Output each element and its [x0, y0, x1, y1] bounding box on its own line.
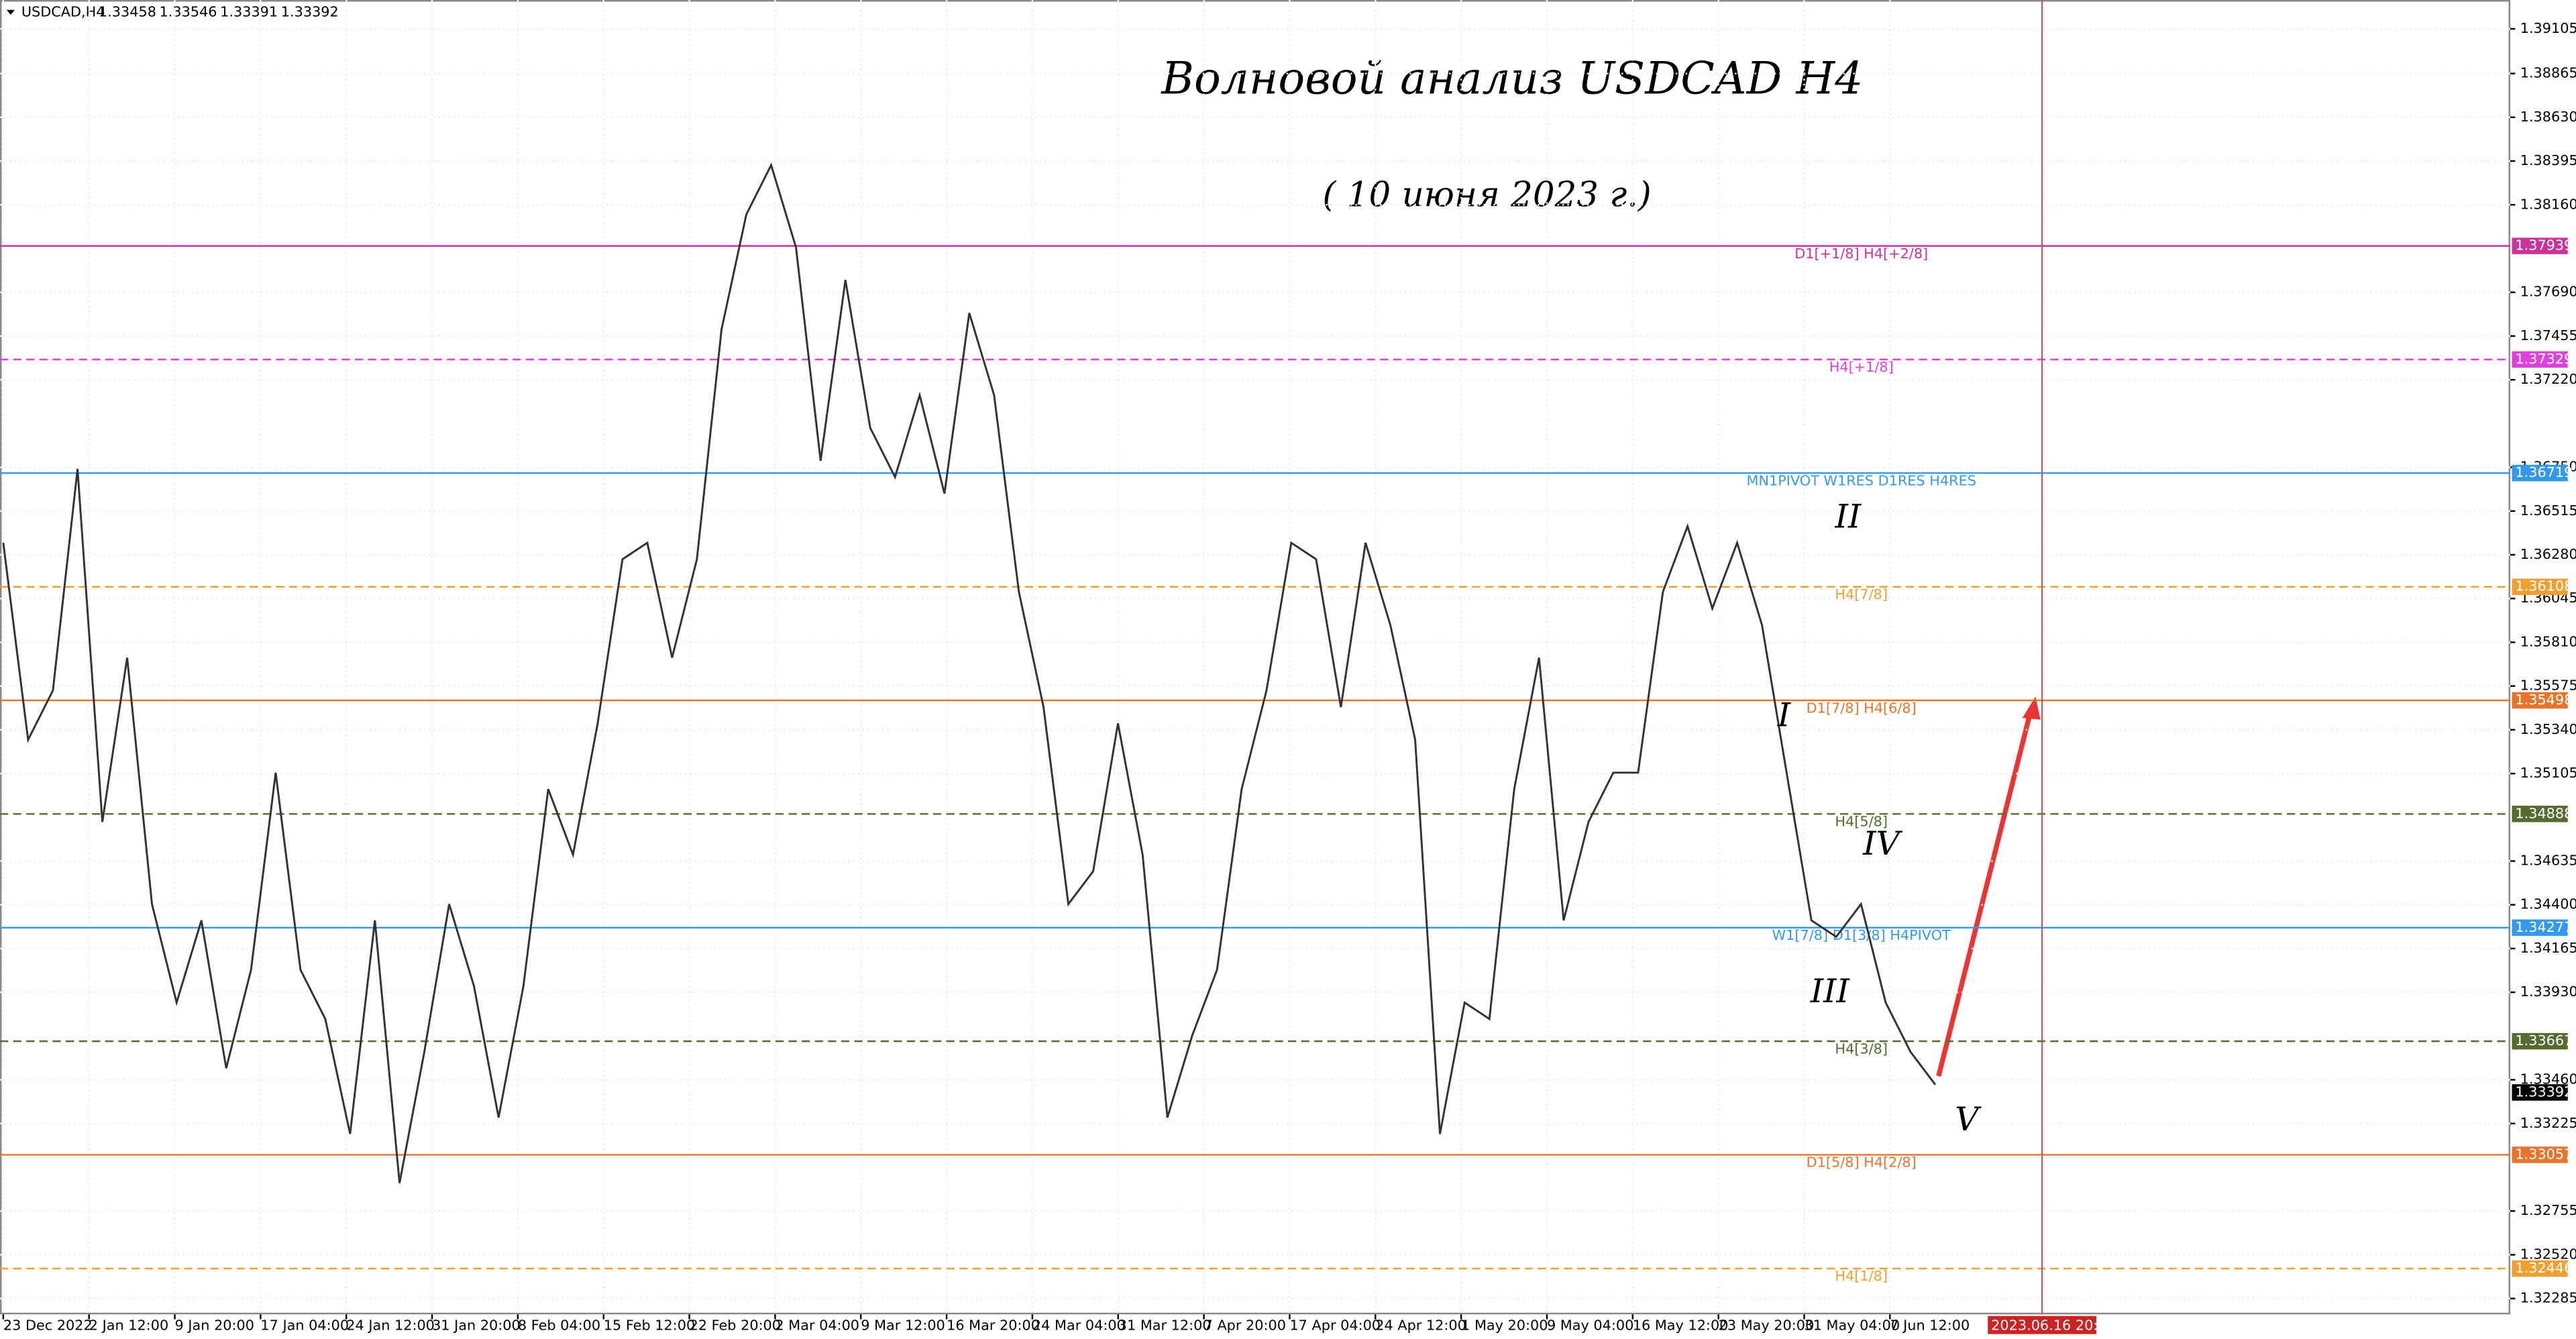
y-tick-label: 1.37455	[2520, 327, 2576, 343]
x-tick-label: 23 May 20:00	[1719, 1317, 1815, 1333]
price-tag	[2512, 806, 2568, 822]
x-tick-label: 24 Jan 12:00	[346, 1317, 435, 1333]
y-tick-label: 1.34165	[2520, 940, 2576, 956]
x-tick-label: 9 May 04:00	[1547, 1317, 1633, 1333]
y-tick-label: 1.32285	[2520, 1290, 2576, 1306]
level-label: H4[+1/8]	[1829, 359, 1894, 375]
x-tick-label: 15 Feb 12:00	[604, 1317, 695, 1333]
x-tick-label: 23 Dec 2022	[3, 1317, 93, 1333]
price-tag	[2512, 1032, 2568, 1050]
y-tick-label: 1.37690	[2520, 284, 2576, 300]
price-tag	[2512, 351, 2568, 368]
x-tick-label: 31 May 04:00	[1804, 1317, 1900, 1333]
price-tag	[2512, 237, 2568, 254]
forecast-arrowhead	[2022, 696, 2041, 720]
y-tick-label: 1.38160	[2520, 196, 2576, 212]
price-tag-label: 1.34888	[2515, 805, 2573, 821]
wave-label: III	[1810, 972, 1851, 1010]
y-tick-label: 1.38865	[2520, 65, 2576, 81]
x-tick-label: 16 May 12:00	[1633, 1317, 1729, 1333]
price-line	[2, 162, 1937, 1183]
price-tag	[2512, 578, 2568, 595]
price-tag-label: 1.32446	[2515, 1260, 2573, 1276]
price-tag	[2512, 464, 2568, 482]
y-tick-label: 1.36280	[2520, 546, 2576, 562]
y-tick-label: 1.35575	[2520, 678, 2576, 694]
price-tag	[2512, 1260, 2568, 1277]
price-tag-label: 1.36108	[2515, 578, 2573, 594]
price-tag	[2512, 919, 2568, 936]
wave-label: I	[1777, 696, 1792, 735]
y-tick-label: 1.34400	[2520, 896, 2576, 912]
current-price-tag	[2512, 1084, 2568, 1101]
y-tick-label: 1.37220	[2520, 371, 2576, 387]
x-tick-label: 24 Mar 04:00	[1032, 1317, 1126, 1333]
menu-arrow[interactable]	[6, 9, 15, 15]
level-label: H4[1/8]	[1835, 1268, 1888, 1284]
level-label: H4[7/8]	[1835, 586, 1888, 602]
x-tick-label: 31 Mar 12:00	[1118, 1317, 1212, 1333]
price-tag	[2512, 1146, 2568, 1163]
y-tick-label: 1.33225	[2520, 1115, 2576, 1131]
x-tick-label: 7 Jun 12:00	[1890, 1317, 1970, 1333]
y-tick-label: 1.33930	[2520, 983, 2576, 1000]
y-tick-label: 1.32520	[2520, 1246, 2576, 1262]
x-tick-label: 24 Apr 12:00	[1375, 1317, 1466, 1333]
x-tick-label: 17 Jan 04:00	[260, 1317, 349, 1333]
level-label: D1[5/8] H4[2/8]	[1807, 1155, 1917, 1171]
x-tick-label: 16 Mar 20:00	[947, 1317, 1040, 1333]
x-tick-label: 31 Jan 20:00	[432, 1317, 521, 1333]
price-tag-label: 1.37329	[2515, 351, 2573, 367]
price-tag-label: 1.34277	[2515, 919, 2573, 935]
wave-label: II	[1835, 497, 1862, 535]
price-tag-label: 1.35498	[2515, 692, 2573, 708]
wave-label: IV	[1862, 824, 1902, 863]
level-label: H4[3/8]	[1835, 1040, 1888, 1057]
y-tick-label: 1.39105	[2520, 20, 2576, 36]
y-tick-label: 1.38395	[2520, 152, 2576, 168]
time-marker-label: 2023.06.16 20:00	[1991, 1317, 2116, 1333]
y-tick-label: 1.34635	[2520, 853, 2576, 869]
y-tick-label: 1.36515	[2520, 502, 2576, 519]
x-tick-label: 9 Mar 12:00	[861, 1317, 945, 1333]
forecast-arrow	[1936, 710, 2033, 1077]
x-tick-label: 2 Jan 12:00	[89, 1317, 168, 1333]
plot-frame	[0, 0, 2511, 1315]
x-tick-label: 8 Feb 04:00	[518, 1317, 600, 1333]
chart-title: Волновой анализ USDCAD H4	[1161, 52, 1863, 104]
x-tick-label: 2 Mar 04:00	[775, 1317, 859, 1333]
price-tag-label: 1.33667	[2515, 1032, 2573, 1049]
y-tick-label: 1.35340	[2520, 721, 2576, 737]
y-tick-label: 1.38630	[2520, 109, 2576, 125]
ohlc-value: 1.33392	[281, 3, 339, 19]
y-tick-label: 1.32755	[2520, 1202, 2576, 1218]
x-tick-label: 17 Apr 04:00	[1289, 1317, 1381, 1333]
ohlc-value: 1.33458	[99, 3, 156, 19]
ohlc-value: 1.33391	[220, 3, 278, 19]
time-marker-tag	[1988, 1316, 2096, 1334]
x-tick-label: 7 Apr 20:00	[1204, 1317, 1286, 1333]
price-tag-label: 1.33057	[2515, 1146, 2573, 1162]
level-label: W1[7/8] D1[3/8] H4PIVOT	[1772, 927, 1951, 943]
level-label: D1[7/8] H4[6/8]	[1807, 700, 1917, 716]
ohlc-value: 1.33546	[160, 3, 217, 19]
y-tick-label: 1.35810	[2520, 633, 2576, 649]
y-tick-label: 1.35105	[2520, 765, 2576, 781]
x-tick-label: 9 Jan 20:00	[175, 1317, 254, 1333]
wave-label: V	[1955, 1100, 1982, 1138]
price-tag-label: 1.37939	[2515, 237, 2573, 254]
level-label: MN1PIVOT W1RES D1RES H4RES	[1746, 472, 1976, 488]
price-tag-label: 1.36719	[2515, 464, 2573, 480]
x-tick-label: 1 May 20:00	[1461, 1317, 1548, 1333]
x-tick-label: 22 Feb 20:00	[690, 1317, 781, 1333]
price-tag	[2512, 692, 2568, 709]
symbol: USDCAD,H4	[21, 3, 105, 19]
level-label: H4[5/8]	[1835, 814, 1888, 830]
level-label: D1[+1/8] H4[+2/8]	[1794, 246, 1928, 262]
current-price-label: 1.33392	[2515, 1083, 2573, 1100]
chart-subtitle: ( 10 июня 2023 г.)	[1322, 174, 1651, 215]
